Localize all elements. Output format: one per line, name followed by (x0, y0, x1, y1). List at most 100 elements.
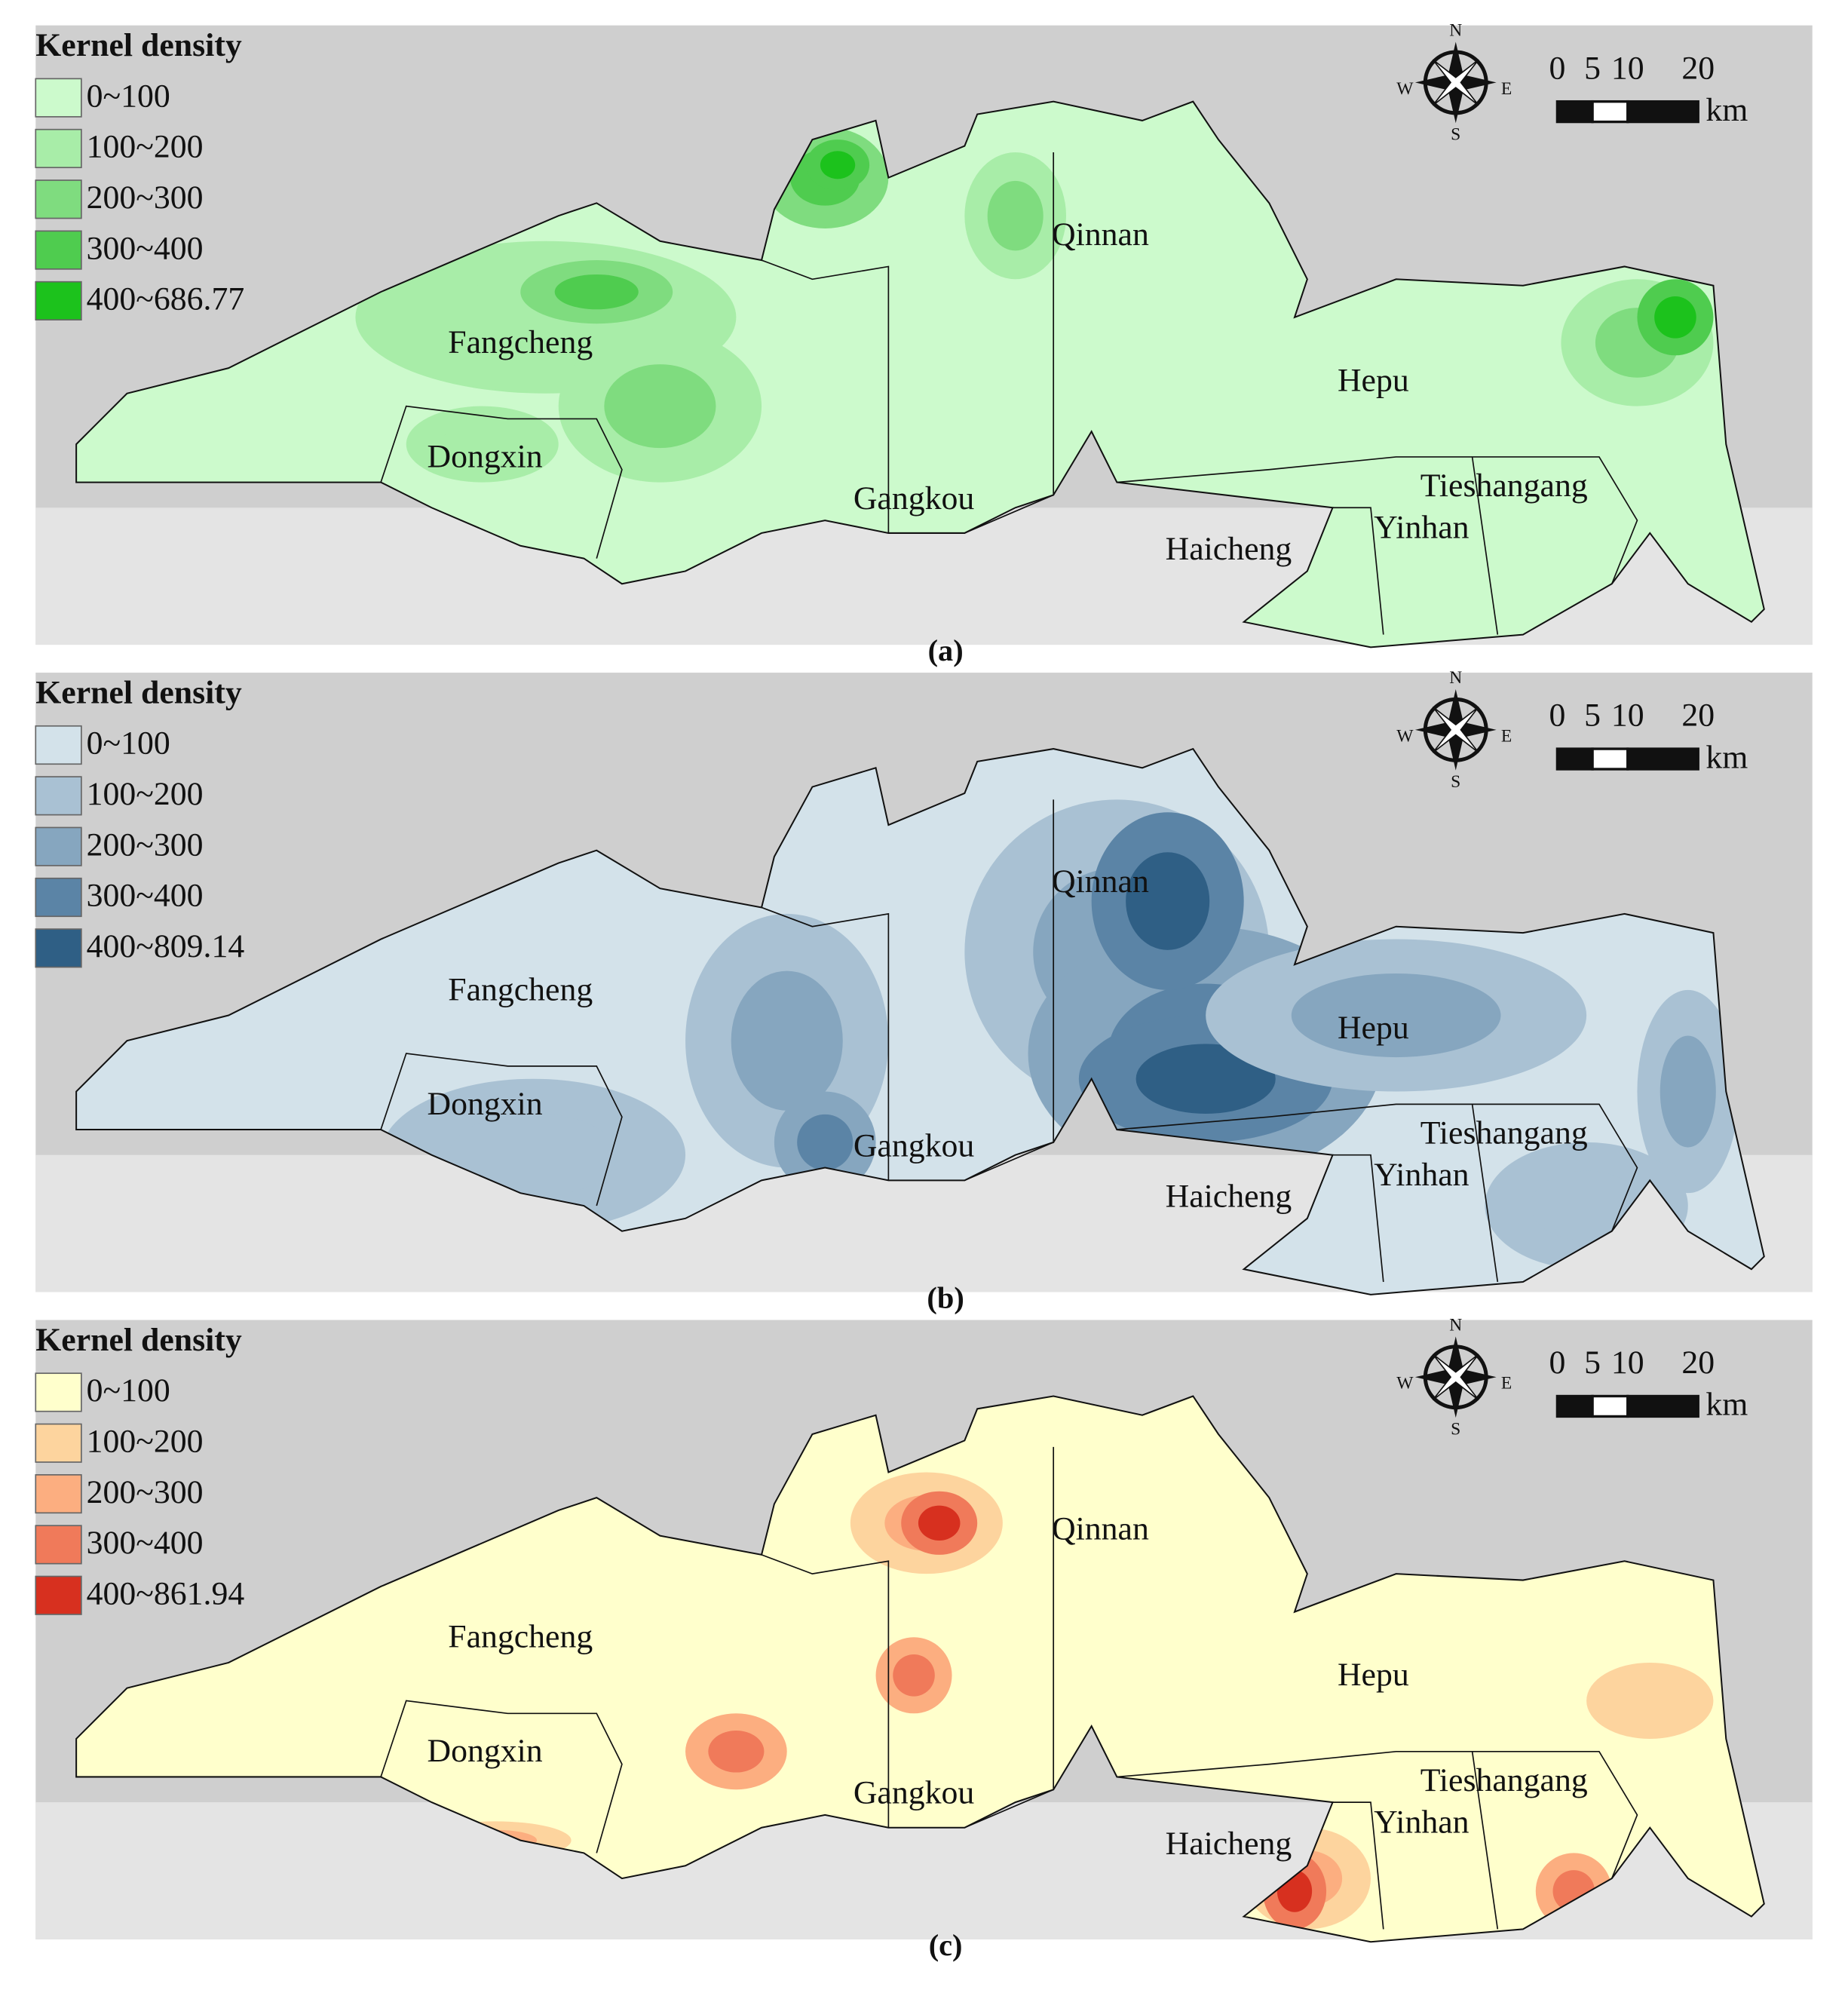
legend-swatch (35, 78, 82, 118)
legend-label: 100~200 (87, 776, 204, 812)
legend-label: 200~300 (87, 179, 204, 216)
scale-label: 0 (1549, 1344, 1565, 1381)
compass-w: W (1396, 726, 1414, 746)
compass-w: W (1396, 79, 1414, 99)
scale-label: 5 (1584, 50, 1601, 86)
place-name: Hepu (1338, 1010, 1409, 1046)
legend-swatch (35, 725, 82, 765)
compass-star (1432, 706, 1479, 753)
county-boundary (964, 799, 1055, 1182)
place-name: Gangkou (854, 1127, 975, 1164)
scale-segment (1626, 1394, 1699, 1418)
county-boundary (1332, 1154, 1384, 1283)
legend-label: 0~100 (87, 1372, 170, 1409)
density-zone (1135, 1044, 1276, 1114)
place-name: Fangcheng (448, 1619, 593, 1655)
region (76, 101, 1764, 648)
caption: (c) (929, 1928, 963, 1962)
place-name: Qinnan (1052, 216, 1149, 253)
scale-unit: km (1705, 739, 1748, 775)
density-zone (797, 1114, 854, 1170)
place-name: Tieshangang (1420, 1114, 1588, 1151)
legend-label: 400~861.94 (87, 1575, 245, 1611)
region-outline (75, 1395, 1765, 1943)
scale-segment (1555, 100, 1594, 124)
density-zone (440, 423, 525, 465)
legend-label: 200~300 (87, 1474, 204, 1510)
compass-n: N (1449, 20, 1462, 40)
place-name: Gangkou (854, 480, 975, 517)
compass-n: N (1449, 668, 1462, 688)
legend-swatch (35, 776, 82, 816)
county-boundary (1471, 1751, 1499, 1930)
scale-label: 0 (1549, 698, 1565, 734)
county-boundary (761, 259, 890, 533)
scale-label: 20 (1681, 1344, 1715, 1381)
density-zone (449, 1113, 618, 1197)
legend-swatch (35, 128, 82, 169)
legend-swatch (35, 281, 82, 321)
density-zone (893, 1654, 935, 1697)
place-name: Yinhan (1374, 1804, 1470, 1840)
density-zone (820, 151, 856, 179)
compass-s: S (1451, 125, 1460, 145)
map-panel: Fangcheng Dongxin Gangkou Qinnan Hepu Tieshan… (35, 20, 1813, 667)
county-boundary (1471, 1104, 1499, 1283)
density (355, 127, 1714, 483)
density-zone (918, 1505, 961, 1541)
region-outline (75, 747, 1765, 1295)
scale-segment (1626, 100, 1699, 124)
county-boundary (964, 1446, 1055, 1829)
compass-star (1432, 59, 1479, 106)
density-zone (1614, 1679, 1685, 1722)
place-name: Gangkou (854, 1775, 975, 1811)
place-name: Yinhan (1374, 510, 1470, 546)
county-boundary (1471, 456, 1499, 635)
density-zone (708, 1731, 765, 1773)
place-name: Dongxin (428, 1086, 543, 1122)
scale-segment (1591, 747, 1629, 771)
scale-segment (1591, 100, 1629, 124)
legend-swatch (35, 230, 82, 270)
caption: (b) (927, 1281, 964, 1315)
legend-label: 200~300 (87, 826, 204, 863)
place-name: Haicheng (1166, 531, 1292, 567)
county-boundary (761, 906, 890, 1181)
county-boundary (964, 152, 1055, 534)
place-name: Dongxin (428, 1733, 543, 1769)
density-zone (1660, 1035, 1716, 1148)
scale-label: 10 (1611, 698, 1644, 734)
county-boundary (380, 1700, 623, 1853)
compass-e: E (1501, 79, 1512, 99)
compass-e: E (1501, 1374, 1512, 1393)
scale-label: 5 (1584, 1344, 1601, 1381)
legend-swatch (35, 826, 82, 866)
map-panel: Fangcheng Dongxin Gangkou Qinnan Hepu Tieshan… (35, 668, 1813, 1315)
county-boundary (1332, 507, 1384, 635)
scale-segment (1555, 747, 1594, 771)
legend-label: 100~200 (87, 129, 204, 165)
place-name: Hepu (1338, 362, 1409, 398)
legend-label: 300~400 (87, 878, 204, 914)
place-name: Hepu (1338, 1657, 1409, 1693)
place-name: Tieshangang (1420, 1762, 1588, 1798)
scale-label: 5 (1584, 698, 1601, 734)
county-boundary (1332, 1801, 1384, 1930)
scale-label: 20 (1681, 698, 1715, 734)
density-zone (1126, 852, 1210, 950)
place-name: Yinhan (1374, 1157, 1470, 1193)
compass-star (1432, 1354, 1479, 1401)
legend-swatch (35, 877, 82, 918)
legend-label: 300~400 (87, 1525, 204, 1561)
compass-s: S (1451, 1419, 1460, 1439)
place-name: Tieshangang (1420, 468, 1588, 504)
legend-label: 400~686.77 (87, 281, 245, 317)
legend-swatch (35, 928, 82, 968)
density-zone (731, 970, 843, 1111)
density-zone (554, 274, 639, 310)
legend-swatch (35, 179, 82, 219)
place-name: Fangcheng (448, 324, 593, 360)
scale-segment (1591, 1394, 1629, 1418)
legend-title: Kernel density (35, 27, 242, 63)
